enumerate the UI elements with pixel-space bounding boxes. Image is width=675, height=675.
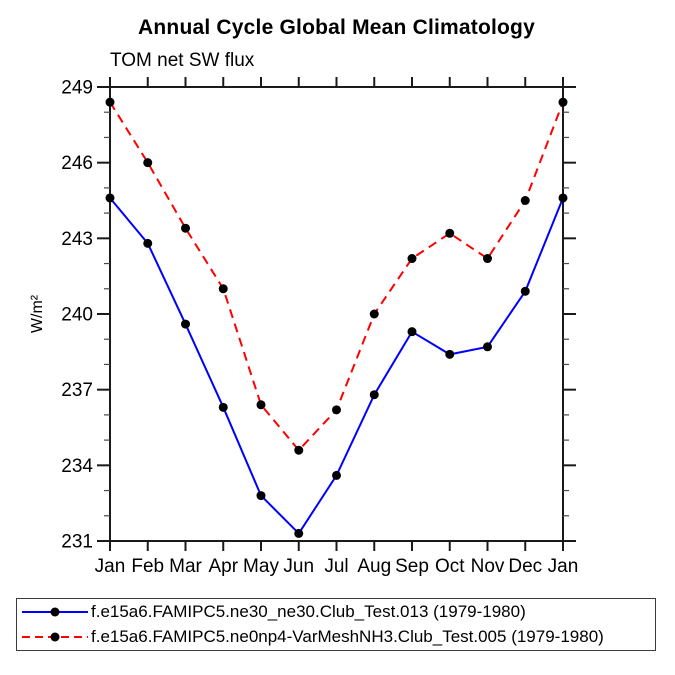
x-tick-label: Jan — [95, 556, 126, 577]
marker-dot — [407, 327, 417, 337]
legend-item: f.e15a6.FAMIPC5.ne0np4-VarMeshNH3.Club_T… — [17, 625, 655, 649]
marker-dot — [181, 319, 190, 329]
x-tick-label: May — [243, 556, 279, 577]
x-tick-label: Feb — [131, 556, 164, 577]
marker-dot — [181, 223, 190, 233]
marker-dot — [369, 309, 379, 319]
marker-dot — [218, 402, 228, 412]
y-tick-label: 243 — [61, 229, 93, 250]
x-tick-label: Jun — [283, 556, 314, 577]
marker-dot — [332, 470, 341, 480]
y-tick-label: 231 — [61, 532, 93, 553]
marker-dot — [218, 284, 228, 294]
legend-label: f.e15a6.FAMIPC5.ne0np4-VarMeshNH3.Club_T… — [91, 627, 604, 646]
marker-dot — [558, 97, 568, 107]
legend-item: f.e15a6.FAMIPC5.ne30_ne30.Club_Test.013 … — [17, 600, 655, 624]
marker-dot — [105, 97, 115, 107]
x-tick-label: Aug — [357, 556, 391, 577]
legend-line-sample-solid-icon — [22, 607, 88, 617]
marker-dot — [256, 400, 266, 410]
x-tick-label: Mar — [169, 556, 202, 577]
chart-title: Annual Cycle Global Mean Climatology — [138, 16, 535, 39]
legend-line-sample-dashed-icon — [22, 632, 88, 642]
y-tick-label: 237 — [61, 380, 93, 401]
x-tick-label: Apr — [208, 556, 238, 577]
x-tick-label: Nov — [471, 556, 505, 577]
marker-dot — [407, 254, 417, 264]
x-tick-label: Sep — [395, 556, 429, 577]
marker-dot — [558, 193, 568, 203]
x-tick-label: Jan — [548, 556, 579, 577]
x-tick-label: Dec — [508, 556, 542, 577]
y-tick-label: 234 — [61, 456, 93, 477]
marker-dot — [143, 238, 153, 248]
marker-dot — [256, 491, 266, 501]
chart-subtitle: TOM net SW flux — [110, 50, 255, 71]
marker-dot — [332, 405, 341, 415]
marker-dot — [483, 342, 492, 352]
x-tick-label: Oct — [435, 556, 465, 577]
marker-dot — [369, 390, 379, 400]
marker-dot — [483, 254, 492, 264]
marker-dot — [445, 349, 455, 359]
y-tick-label: 249 — [61, 78, 93, 99]
marker-dot — [143, 158, 153, 168]
y-tick-label: 246 — [61, 153, 93, 174]
marker-dot — [520, 286, 530, 296]
x-tick-label: Jul — [324, 556, 348, 577]
y-tick-label: 240 — [61, 305, 93, 326]
marker-dot — [294, 528, 304, 538]
series-line-1 — [109, 101, 564, 452]
marker-dot — [520, 196, 530, 205]
marker-dot — [445, 228, 455, 238]
marker-dot — [294, 445, 304, 455]
legend-label: f.e15a6.FAMIPC5.ne30_ne30.Club_Test.013 … — [91, 602, 526, 621]
legend: f.e15a6.FAMIPC5.ne30_ne30.Club_Test.013 … — [16, 598, 656, 651]
marker-dot — [105, 193, 115, 203]
